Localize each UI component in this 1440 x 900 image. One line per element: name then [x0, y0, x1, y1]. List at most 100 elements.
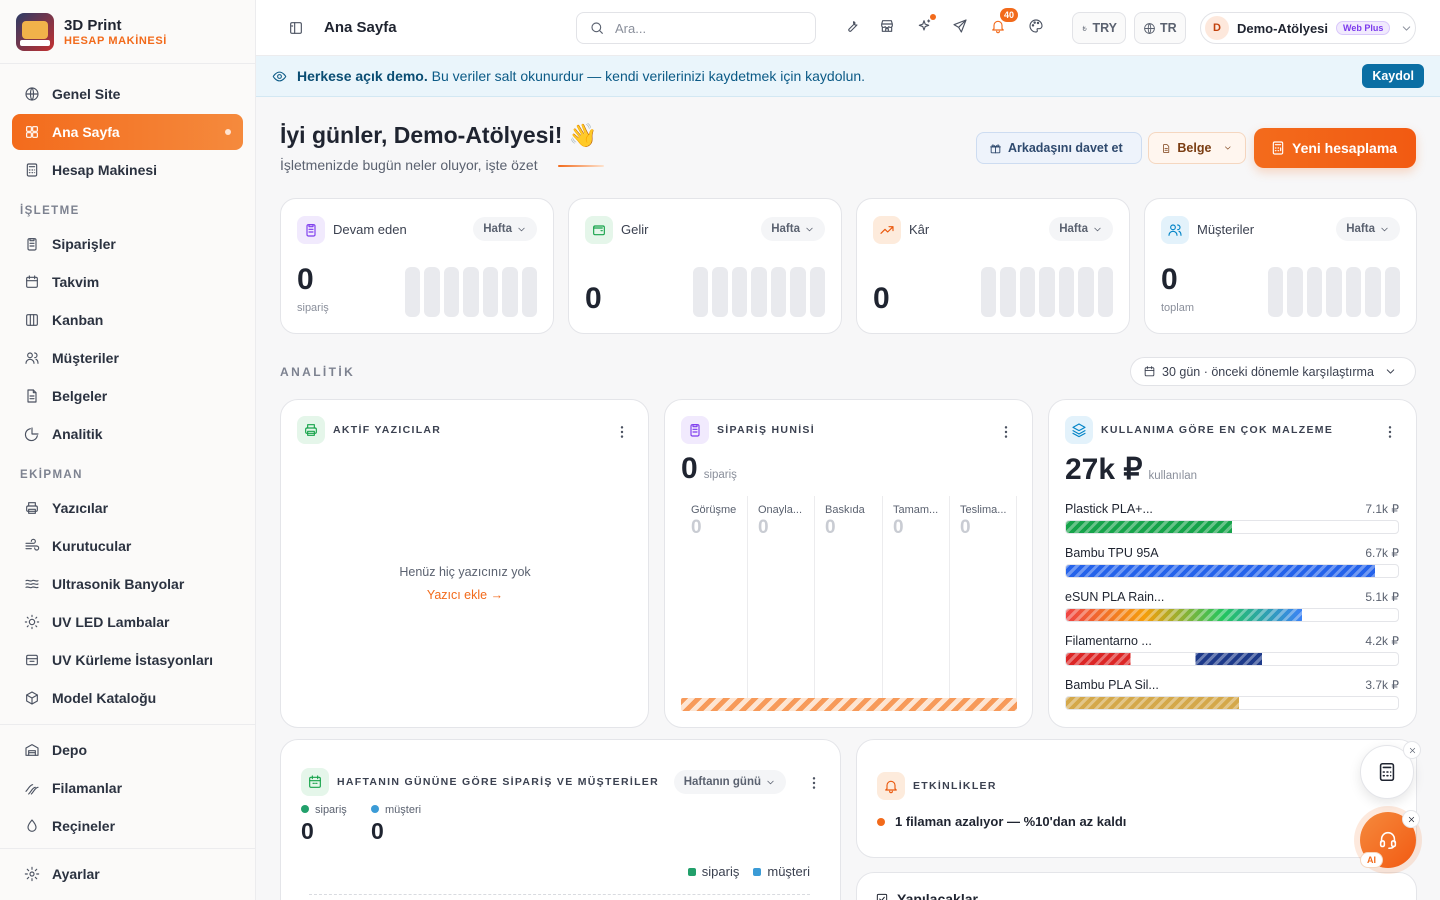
stage-value: 0: [758, 517, 769, 538]
kpi-value: 0: [585, 282, 602, 315]
sidebar-item-model-katalogu[interactable]: Model Kataloğu: [12, 680, 243, 716]
sidebar-item-hesap-makinesi[interactable]: Hesap Makinesi: [12, 152, 243, 188]
sidebar-item-filamanlar[interactable]: Filamanlar: [12, 770, 243, 806]
sidebar-item-label: Hesap Makinesi: [52, 162, 158, 178]
banner-bold: Herkese açık demo.: [297, 68, 428, 84]
sidebar-item-label: Yazıcılar: [52, 500, 109, 516]
card-menu-button[interactable]: [614, 424, 630, 440]
sidebar-item-genel-site[interactable]: Genel Site: [12, 76, 243, 112]
columns-icon: [26, 314, 38, 326]
sidebar-item-uv-led[interactable]: UV LED Lambalar: [12, 604, 243, 640]
sidebar-item-depo[interactable]: Depo: [12, 732, 243, 768]
kpi-card-customers[interactable]: Müşteriler Hafta 0 toplam: [1144, 198, 1417, 334]
add-printer-link[interactable]: Yazıcı ekle →: [426, 588, 504, 602]
spool-icon: [25, 784, 39, 795]
sidebar-item-ultrasonik[interactable]: Ultrasonik Banyolar: [12, 566, 243, 602]
material-bar-fill: [1066, 609, 1302, 621]
kpi-period-select[interactable]: Hafta: [1049, 217, 1113, 241]
telegram-button[interactable]: [952, 18, 968, 34]
kpi-card-in-progress[interactable]: Devam eden Hafta 0 sipariş: [280, 198, 554, 334]
calendar-icon: [301, 768, 329, 796]
kpi-subtext: sipariş: [297, 302, 329, 314]
language-selector[interactable]: TR: [1134, 12, 1186, 44]
language-label: TR: [1160, 21, 1177, 35]
currency-selector[interactable]: TRY: [1072, 12, 1126, 44]
gift-icon: [990, 144, 1001, 153]
sidebar-item-takvim[interactable]: Takvim: [12, 264, 243, 300]
kpi-card-revenue[interactable]: Gelir Hafta 0: [568, 198, 842, 334]
legend-customers: müşteri: [753, 864, 810, 879]
todos-card: Yapılacaklar: [856, 872, 1417, 900]
whats-new-button[interactable]: [916, 18, 932, 34]
sidebar-item-musteriler[interactable]: Müşteriler: [12, 340, 243, 376]
layers-icon: [1065, 416, 1093, 444]
sidebar-item-ayarlar[interactable]: Ayarlar: [12, 856, 243, 892]
sidebar-item-analitik[interactable]: Analitik: [12, 416, 243, 452]
analytics-section-title: ANALİTİK: [280, 365, 356, 379]
kpi-period-select[interactable]: Hafta: [473, 217, 537, 241]
stage-name: Tamam...: [893, 504, 939, 516]
sidebar-item-label: Reçineler: [52, 818, 116, 834]
kpi-period: Hafta: [1346, 223, 1375, 235]
kpi-card-profit[interactable]: Kâr Hafta 0: [856, 198, 1130, 334]
sidebar-item-label: Siparişler: [52, 236, 116, 252]
notifications-button[interactable]: [990, 18, 1006, 34]
kpi-period-select[interactable]: Hafta: [761, 217, 825, 241]
material-bar-track: [1065, 652, 1399, 666]
funnel-stage[interactable]: Onayla... 0: [748, 496, 815, 700]
funnel-stage[interactable]: Teslima... 0: [950, 496, 1017, 700]
user-menu[interactable]: D Demo-Atölyesi Web Plus: [1200, 12, 1416, 44]
activity-item[interactable]: 1 filaman azalıyor — %10'dan az kaldı: [877, 814, 1126, 829]
search-box[interactable]: [576, 12, 816, 44]
material-value: 7.1k ₽: [1365, 502, 1399, 516]
close-ai-fab-button[interactable]: [1402, 810, 1420, 828]
topbar: Ana Sayfa 40 TRY TR D Demo-Atölyesi Web …: [256, 0, 1440, 56]
kpi-value: 0: [873, 282, 890, 315]
chevron-down-icon: [767, 780, 774, 784]
new-calculation-button[interactable]: Yeni hesaplama: [1254, 128, 1416, 168]
stage-name: Onayla...: [758, 504, 803, 516]
sidebar-item-uv-kurleme[interactable]: UV Kürleme İstasyonları: [12, 642, 243, 678]
chart-legend: sipariş müşteri: [687, 864, 810, 879]
brand-tagline: HESAP MAKİNESİ: [64, 34, 167, 47]
card-title: HAFTANIN GÜNÜNE GÖRE SİPARİŞ VE MÜŞTERİL…: [337, 776, 659, 788]
funnel-stage[interactable]: Baskıda 0: [815, 496, 883, 700]
avatar: D: [1205, 16, 1229, 40]
sidebar-item-siparisler[interactable]: Siparişler: [12, 226, 243, 262]
card-menu-button[interactable]: [806, 775, 822, 791]
sidebar-toggle-button[interactable]: [288, 20, 304, 36]
tools-button[interactable]: [844, 18, 860, 34]
headset-icon: [1379, 831, 1397, 850]
sidebar-item-belgeler[interactable]: Belgeler: [12, 378, 243, 414]
brand[interactable]: 3D Print HESAP MAKİNESİ: [0, 0, 255, 64]
warning-dot: [877, 817, 885, 826]
weekday-select[interactable]: Haftanın günü: [673, 770, 786, 794]
theme-button[interactable]: [1028, 18, 1044, 34]
sparkles-icon: [918, 19, 931, 31]
signup-button[interactable]: Kaydol: [1362, 64, 1424, 88]
invite-friend-button[interactable]: Arkadaşını davet et: [976, 132, 1142, 164]
new-indicator-dot: [930, 14, 936, 20]
date-range-select[interactable]: 30 gün · önceki dönemle karşılaştırma: [1130, 357, 1416, 386]
calculator-icon: [26, 163, 38, 177]
funnel-stage[interactable]: Tamam... 0: [883, 496, 950, 700]
sidebar-item-yazicilar[interactable]: Yazıcılar: [12, 490, 243, 526]
sidebar-item-ana-sayfa[interactable]: Ana Sayfa: [12, 114, 243, 150]
chevron-down-icon: [1386, 369, 1395, 374]
more-vertical-icon: [1388, 426, 1392, 438]
close-calculator-fab-button[interactable]: [1403, 741, 1421, 759]
customers-stat-value: 0: [371, 818, 384, 844]
sidebar-item-kurutucular[interactable]: Kurutucular: [12, 528, 243, 564]
search-input[interactable]: [615, 20, 795, 36]
kpi-period-select[interactable]: Hafta: [1336, 217, 1400, 241]
store-button[interactable]: [879, 18, 895, 34]
card-menu-button[interactable]: [1382, 424, 1398, 440]
sidebar-item-kanban[interactable]: Kanban: [12, 302, 243, 338]
sidebar-item-recineler[interactable]: Reçineler: [12, 808, 243, 844]
funnel-stage[interactable]: Görüşme 0: [681, 496, 748, 700]
document-button[interactable]: Belge: [1148, 132, 1246, 164]
card-menu-button[interactable]: [998, 424, 1014, 440]
sidebar-item-label: Filamanlar: [52, 780, 123, 796]
material-bar-fill: [1066, 697, 1239, 709]
calendar-icon: [1144, 366, 1155, 377]
